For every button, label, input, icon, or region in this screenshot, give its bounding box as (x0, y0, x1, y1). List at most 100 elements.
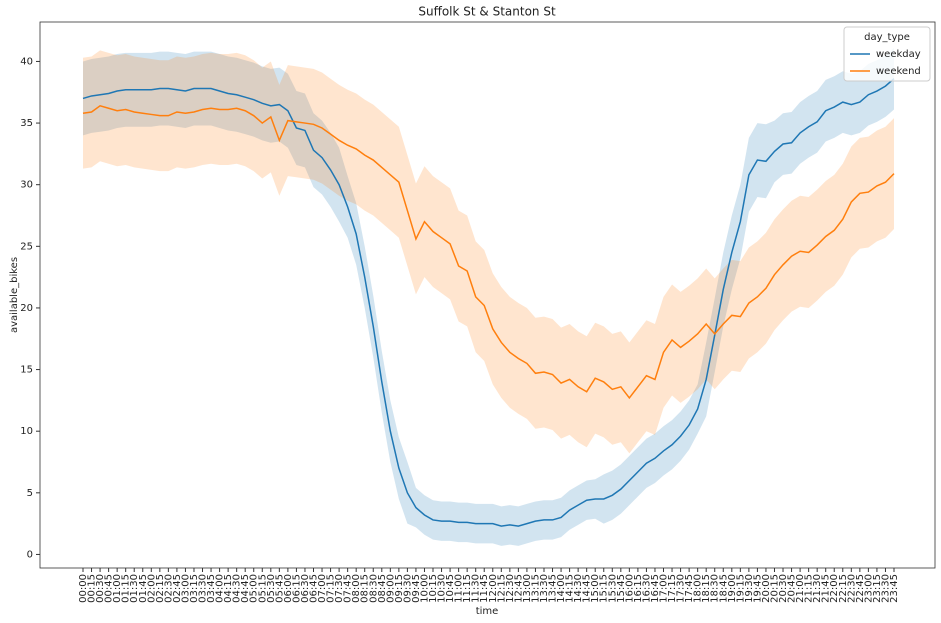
x-tick-label: 07:30 (334, 574, 345, 603)
x-tick-label: 20:00 (761, 574, 772, 603)
x-tick-label: 13:15 (530, 574, 541, 603)
x-tick-label: 16:30 (641, 574, 652, 603)
x-tick-label: 17:30 (676, 574, 687, 603)
x-tick-label: 02:00 (146, 574, 157, 603)
x-tick-label: 14:45 (582, 574, 593, 603)
x-tick-label: 22:15 (838, 574, 849, 603)
x-tick-label: 02:45 (172, 574, 183, 603)
legend-label: weekday (876, 49, 921, 60)
x-tick-label: 00:15 (87, 574, 98, 603)
x-tick-label: 22:30 (846, 574, 857, 603)
x-tick-label: 07:00 (317, 574, 328, 603)
x-tick-label: 07:45 (343, 574, 354, 603)
x-tick-label: 11:15 (462, 574, 473, 603)
x-tick-label: 13:30 (539, 574, 550, 603)
x-tick-label: 22:00 (829, 574, 840, 603)
legend-box (843, 26, 931, 82)
x-tick-label: 18:15 (701, 574, 712, 603)
x-tick-label: 00:30 (95, 574, 106, 603)
x-tick-label: 19:30 (744, 574, 755, 603)
x-tick-label: 16:00 (624, 574, 635, 603)
x-tick-label: 15:30 (607, 574, 618, 603)
x-tick-label: 05:00 (249, 574, 260, 603)
x-tick-label: 00:00 (78, 574, 89, 603)
x-tick-label: 09:00 (385, 574, 396, 603)
x-tick-label: 14:30 (573, 574, 584, 603)
x-tick-label: 06:15 (291, 574, 302, 603)
x-tick-label: 04:45 (240, 574, 251, 603)
x-tick-label: 10:15 (428, 574, 439, 603)
line (82, 104, 895, 400)
x-tick-label: 00:45 (104, 574, 115, 603)
x-tick-label: 03:30 (198, 574, 209, 603)
x-tick-label: 01:15 (121, 574, 132, 603)
chart-title: Suffolk St & Stanton St (418, 5, 556, 19)
x-tick-label: 19:45 (752, 574, 763, 603)
x-tick-label: 15:45 (616, 574, 627, 603)
x-tick-label: 09:15 (394, 574, 405, 603)
y-tick-label: 30 (20, 180, 33, 191)
y-tick-label: 25 (20, 241, 33, 252)
x-tick-label: 21:15 (804, 574, 815, 603)
x-tick-label: 14:00 (556, 574, 567, 603)
x-tick-label: 01:45 (138, 574, 149, 603)
x-tick-label: 01:30 (129, 574, 140, 603)
x-tick-label: 08:45 (377, 574, 388, 603)
x-tick-label: 11:30 (471, 574, 482, 603)
x-tick-label: 15:15 (599, 574, 610, 603)
x-tick-label: 07:15 (326, 574, 337, 603)
x-tick-label: 11:45 (479, 574, 490, 603)
x-tick-label: 18:45 (718, 574, 729, 603)
x-tick-label: 14:15 (565, 574, 576, 603)
x-tick-label: 13:45 (548, 574, 559, 603)
x-tick-label: 17:00 (659, 574, 670, 603)
x-tick-label: 12:30 (505, 574, 516, 603)
x-tick-label: 21:30 (812, 574, 823, 603)
x-tick-label: 18:00 (693, 574, 704, 603)
x-axis-label: time (476, 606, 499, 617)
x-tick-label: 01:00 (112, 574, 123, 603)
x-tick-label: 10:30 (437, 574, 448, 603)
line (82, 78, 895, 527)
x-tick-label: 10:45 (445, 574, 456, 603)
x-tick-label: 23:15 (872, 574, 883, 603)
x-tick-label: 05:15 (257, 574, 268, 603)
legend-title: day_type (864, 32, 910, 43)
x-tick-label: 04:00 (215, 574, 226, 603)
x-tick-label: 12:15 (496, 574, 507, 603)
x-tick-label: 18:30 (710, 574, 721, 603)
x-tick-label: 20:15 (769, 574, 780, 603)
legend-label: weekend (876, 66, 921, 77)
x-tick-label: 22:45 (855, 574, 866, 603)
x-tick-label: 20:30 (778, 574, 789, 603)
y-tick-label: 20 (20, 303, 33, 314)
y-tick-label: 40 (20, 56, 33, 67)
x-tick-label: 06:00 (283, 574, 294, 603)
x-tick-label: 03:00 (180, 574, 191, 603)
y-tick-label: 10 (20, 426, 33, 437)
plot-frame (39, 21, 936, 569)
x-tick-label: 02:30 (163, 574, 174, 603)
x-tick-label: 05:45 (274, 574, 285, 603)
x-tick-label: 09:45 (411, 574, 422, 603)
x-tick-label: 16:15 (633, 574, 644, 603)
x-tick-label: 12:00 (488, 574, 499, 603)
x-tick-label: 12:45 (513, 574, 524, 603)
y-tick-label: 15 (20, 365, 33, 376)
x-tick-label: 02:15 (155, 574, 166, 603)
confidence-band (83, 50, 894, 454)
x-tick-label: 09:30 (402, 574, 413, 603)
x-tick-label: 08:30 (368, 574, 379, 603)
x-tick-label: 13:00 (522, 574, 533, 603)
x-tick-label: 04:15 (223, 574, 234, 603)
x-tick-label: 11:00 (454, 574, 465, 603)
x-tick-label: 10:00 (419, 574, 430, 603)
x-tick-label: 03:15 (189, 574, 200, 603)
x-tick-label: 08:00 (351, 574, 362, 603)
x-tick-label: 17:45 (684, 574, 695, 603)
x-tick-label: 03:45 (206, 574, 217, 603)
x-tick-label: 06:30 (300, 574, 311, 603)
y-tick-label: 0 (27, 549, 33, 560)
x-tick-label: 17:15 (667, 574, 678, 603)
